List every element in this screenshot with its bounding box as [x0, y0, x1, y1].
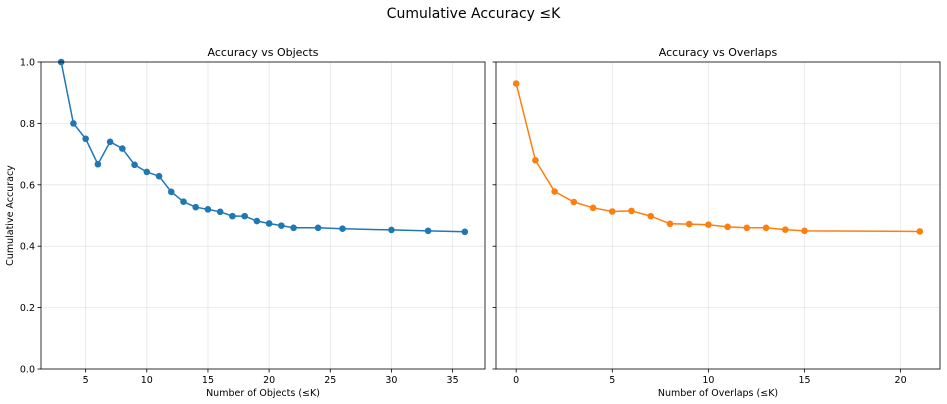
objects-data-point: [253, 217, 261, 225]
objects-chart-panel: 5 10 15 20 25 30 35 0.0 0.2 0.4 0.6 0.8 1.0 Accuracy…: [5, 46, 486, 399]
overlaps-data-point: [762, 224, 770, 232]
objects-chart-title: Accuracy vs Objects: [207, 46, 318, 59]
objects-y-tick-label: 0.6: [20, 180, 35, 191]
overlaps-x-axis-label: Number of Overlaps (≤K): [658, 388, 778, 399]
objects-x-tick-label: 20: [263, 375, 275, 386]
overlaps-x-tick-label: 20: [895, 375, 907, 386]
objects-y-tick-label: 0.0: [20, 365, 35, 376]
overlaps-data-point: [589, 204, 597, 212]
overlaps-data-point: [647, 212, 655, 220]
objects-grid: [41, 61, 485, 370]
objects-data-point: [265, 220, 273, 227]
objects-data-point: [388, 226, 395, 234]
overlaps-x-tick-label: 5: [609, 375, 615, 386]
overlaps-data-point: [705, 221, 712, 229]
objects-data-point: [424, 227, 432, 235]
overlaps-chart-title: Accuracy vs Overlaps: [659, 46, 778, 59]
overlaps-x-tick-label: 0: [513, 375, 519, 386]
overlaps-data-point: [724, 223, 731, 231]
objects-data-point: [106, 138, 114, 146]
objects-data-point: [155, 172, 163, 180]
overlaps-axes-frame: [495, 61, 941, 370]
objects-x-tick-label: 35: [447, 375, 459, 386]
objects-x-tick-label: 30: [385, 375, 397, 386]
objects-data-point: [229, 212, 236, 220]
figure-suptitle: Cumulative Accuracy ≤K: [387, 6, 561, 22]
overlaps-data-point: [512, 80, 520, 87]
objects-x-tick-label: 25: [324, 375, 336, 386]
overlaps-data-point: [628, 207, 635, 215]
objects-data-point: [82, 135, 89, 143]
overlaps-x-tick-label: 10: [702, 375, 714, 386]
objects-data-point: [192, 203, 200, 211]
objects-series: [57, 58, 469, 236]
objects-y-tick-label: 1.0: [20, 58, 35, 69]
objects-x-tick-label: 10: [141, 375, 153, 386]
objects-data-point: [167, 188, 175, 196]
objects-axes-frame: [40, 61, 486, 370]
objects-data-point: [180, 198, 187, 205]
objects-data-point: [216, 208, 224, 216]
overlaps-data-point: [801, 227, 808, 235]
objects-y-tick-label: 0.8: [20, 119, 35, 130]
overlaps-data-point: [551, 188, 558, 195]
overlaps-series-line: [515, 83, 920, 233]
objects-ticks: 5 10 15 20 25 30 35 0.0 0.2 0.4 0.6 0.8 1.0: [20, 58, 459, 387]
objects-data-point: [461, 228, 469, 236]
overlaps-chart-panel: 0 5 10 15 20 Accuracy vs Overlaps Number of …: [492, 46, 941, 399]
overlaps-data-point: [532, 156, 539, 164]
objects-x-axis-label: Number of Objects (≤K): [206, 388, 320, 399]
overlaps-data-point: [608, 208, 616, 215]
objects-data-point: [131, 161, 138, 169]
objects-y-tick-label: 0.2: [20, 303, 35, 314]
objects-data-point: [314, 224, 322, 232]
objects-data-point: [278, 222, 285, 229]
overlaps-data-point: [916, 228, 924, 235]
overlaps-data-point: [666, 220, 674, 228]
overlaps-series: [512, 80, 924, 235]
objects-data-point: [70, 120, 77, 127]
overlaps-data-point: [685, 220, 693, 228]
objects-data-point: [204, 206, 212, 213]
objects-data-point: [290, 224, 297, 232]
overlaps-data-point: [743, 224, 751, 232]
objects-data-point: [339, 225, 346, 233]
objects-y-axis-label: Cumulative Accuracy: [5, 165, 16, 266]
overlaps-ticks: 0 5 10 15 20: [492, 61, 907, 386]
objects-data-point: [94, 160, 102, 168]
objects-data-point: [241, 212, 248, 220]
overlaps-data-point: [781, 226, 789, 233]
overlaps-x-tick-label: 15: [798, 375, 810, 386]
overlaps-data-point: [570, 198, 578, 206]
objects-y-tick-label: 0.4: [20, 242, 35, 253]
objects-data-point: [143, 168, 151, 176]
objects-x-tick-label: 5: [83, 375, 89, 386]
objects-data-point: [119, 145, 126, 152]
objects-x-tick-label: 15: [202, 375, 214, 386]
overlaps-grid: [496, 61, 940, 370]
